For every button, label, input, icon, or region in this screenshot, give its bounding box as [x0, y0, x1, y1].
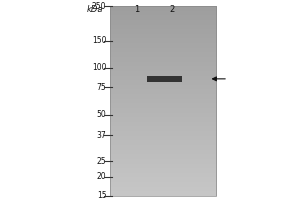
Text: 25: 25	[97, 157, 106, 166]
Text: 2: 2	[170, 5, 175, 14]
Bar	[147, 76, 182, 82]
Text: 150: 150	[92, 36, 106, 45]
Text: 37: 37	[97, 131, 106, 140]
Text: 250: 250	[92, 2, 106, 11]
Bar	[110, 6, 216, 196]
Text: 1: 1	[134, 5, 139, 14]
Text: kDa: kDa	[87, 5, 104, 14]
Text: 100: 100	[92, 63, 106, 72]
Text: 75: 75	[97, 83, 106, 92]
Text: 20: 20	[97, 172, 106, 181]
Text: 15: 15	[97, 191, 106, 200]
Text: 50: 50	[97, 110, 106, 119]
